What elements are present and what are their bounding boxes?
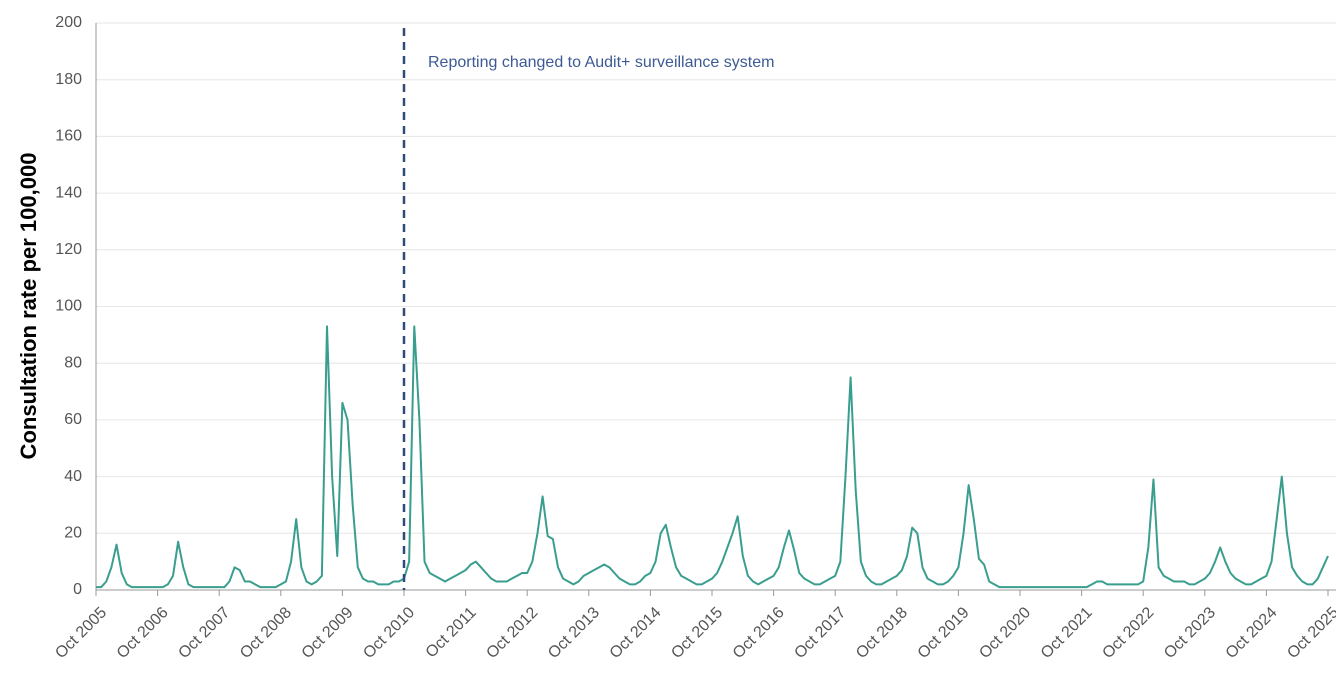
- x-tick-label: Oct 2025: [1284, 604, 1336, 662]
- x-tick-label: Oct 2014: [607, 604, 665, 662]
- y-tick-label: 0: [73, 581, 82, 598]
- x-tick-label: Oct 2019: [915, 604, 973, 662]
- x-tick-label: Oct 2008: [237, 604, 295, 662]
- x-tick-label: Oct 2017: [791, 604, 849, 662]
- x-tick-label: Oct 2007: [175, 604, 233, 662]
- y-tick-label: 100: [55, 298, 82, 315]
- x-tick-label: Oct 2015: [668, 604, 726, 662]
- x-tick-label: Oct 2005: [52, 604, 110, 662]
- x-tick-label: Oct 2022: [1099, 604, 1157, 662]
- y-tick-label: 160: [55, 128, 82, 145]
- x-tick-label: Oct 2018: [853, 604, 911, 662]
- annotation-text: Reporting changed to Audit+ surveillance…: [428, 54, 774, 71]
- y-tick-label: 60: [64, 411, 82, 428]
- x-tick-label: Oct 2013: [545, 604, 603, 662]
- x-tick-label: Oct 2023: [1161, 604, 1219, 662]
- x-tick-label: Oct 2009: [299, 604, 357, 662]
- y-tick-label: 180: [55, 71, 82, 88]
- y-tick-label: 120: [55, 241, 82, 258]
- x-tick-label: Oct 2020: [976, 604, 1034, 662]
- x-tick-label: Oct 2021: [1038, 604, 1096, 662]
- y-tick-label: 40: [64, 468, 82, 485]
- y-tick-label: 140: [55, 184, 82, 201]
- y-tick-label: 200: [55, 14, 82, 31]
- x-tick-label: Oct 2011: [423, 604, 480, 661]
- y-tick-label: 80: [64, 354, 82, 371]
- x-tick-label: Oct 2024: [1223, 604, 1281, 662]
- y-axis-label: Consultation rate per 100,000: [16, 153, 41, 460]
- y-tick-label: 20: [64, 525, 82, 542]
- x-tick-label: Oct 2012: [483, 604, 541, 662]
- series-line: [96, 325, 1329, 589]
- x-tick-label: Oct 2016: [730, 604, 788, 662]
- x-tick-label: Oct 2010: [360, 604, 418, 662]
- x-tick-label: Oct 2006: [114, 604, 172, 662]
